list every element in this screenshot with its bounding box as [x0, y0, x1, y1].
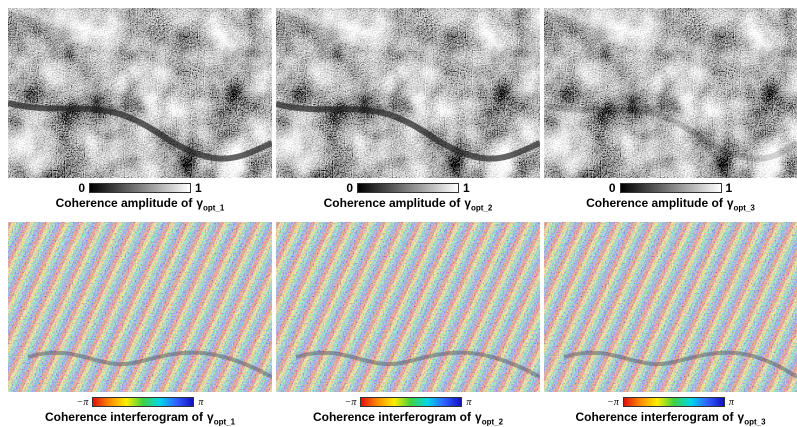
colorbar	[357, 183, 459, 193]
caption-text: Coherence interferogram of	[575, 410, 733, 424]
scale-min-label: −π	[345, 397, 357, 408]
caption-text: Coherence interferogram of	[45, 410, 203, 424]
caption-symbol: γ	[475, 410, 482, 424]
colorbar-row: −π π	[276, 394, 540, 410]
scale-max-label: 1	[463, 181, 470, 195]
caption-subscript: opt_3	[734, 203, 755, 212]
scale-min-label: −π	[77, 397, 89, 408]
colorbar-row: −π π	[8, 394, 272, 410]
panel-caption: Coherence amplitude of γopt_3	[544, 196, 797, 212]
scale-max-label: π	[466, 397, 471, 408]
caption-symbol: γ	[196, 196, 203, 210]
scale-max-label: 1	[195, 181, 202, 195]
amplitude-image	[544, 8, 797, 178]
interferogram-image	[544, 222, 797, 392]
panel-caption: Coherence interferogram of γopt_2	[276, 410, 540, 426]
caption-subscript: opt_1	[203, 203, 224, 212]
interferogram-image	[8, 222, 272, 392]
scale-max-label: π	[198, 397, 203, 408]
caption-symbol: γ	[207, 410, 214, 424]
caption-symbol: γ	[464, 196, 471, 210]
colorbar	[89, 183, 191, 193]
colorbar	[360, 397, 462, 407]
scale-max-label: 1	[726, 181, 733, 195]
caption-subscript: opt_2	[471, 203, 492, 212]
caption-subscript: opt_2	[482, 417, 503, 426]
scale-min-label: 0	[78, 181, 85, 195]
scale-min-label: 0	[609, 181, 616, 195]
scale-min-label: 0	[346, 181, 353, 195]
scale-min-label: −π	[607, 397, 619, 408]
scale-max-label: π	[729, 397, 734, 408]
caption-text: Coherence amplitude of	[56, 196, 193, 210]
caption-subscript: opt_3	[744, 417, 765, 426]
colorbar-row: −π π	[544, 394, 797, 410]
colorbar	[623, 397, 725, 407]
amplitude-image	[8, 8, 272, 178]
caption-text: Coherence interferogram of	[313, 410, 471, 424]
caption-text: Coherence amplitude of	[586, 196, 723, 210]
panel-caption: Coherence interferogram of γopt_1	[8, 410, 272, 426]
caption-text: Coherence amplitude of	[324, 196, 461, 210]
colorbar	[92, 397, 194, 407]
caption-subscript: opt_1	[214, 417, 235, 426]
interferogram-image	[276, 222, 540, 392]
amplitude-image	[276, 8, 540, 178]
colorbar	[620, 183, 722, 193]
figure-page: 01Coherence amplitude ofγopt_101Coherenc…	[0, 0, 797, 427]
caption-symbol: γ	[727, 196, 734, 210]
